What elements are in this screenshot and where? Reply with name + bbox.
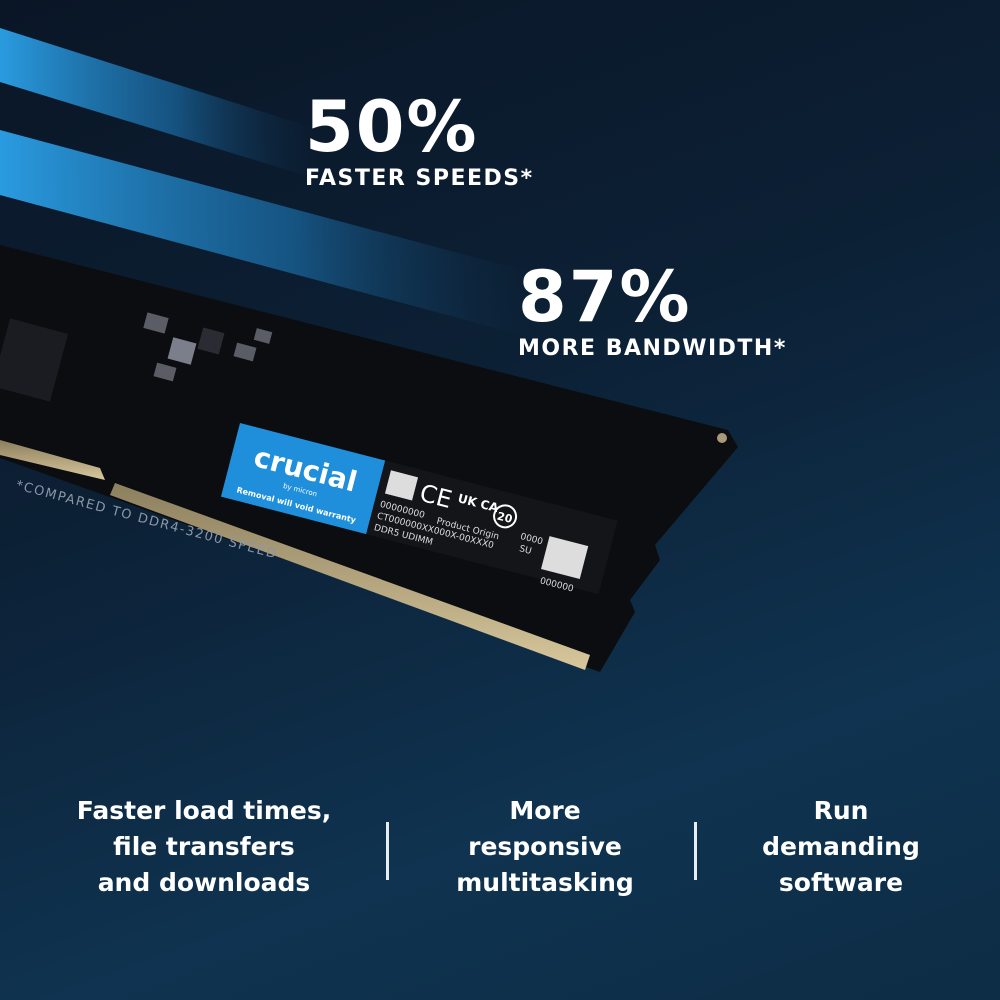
- feature-line: demanding: [762, 832, 920, 861]
- feature-line: Run: [813, 796, 869, 825]
- feature-demanding-software: Run demanding software: [711, 793, 971, 901]
- stat-bandwidth: 87% MORE BANDWIDTH*: [518, 262, 787, 360]
- qr-code-large: [541, 536, 589, 580]
- stat-speed-value: 50%: [305, 86, 479, 168]
- svg-text:SU: SU: [518, 544, 532, 557]
- feature-line: Faster load times,: [76, 796, 332, 825]
- svg-text:20: 20: [496, 510, 514, 527]
- feature-line: file transfers: [113, 832, 295, 861]
- gold-contacts-left: [0, 440, 105, 480]
- qr-code-small: [384, 470, 419, 501]
- stat-bandwidth-value: 87%: [518, 256, 692, 338]
- speed-stripe-2: [0, 130, 540, 340]
- gold-contacts-right: [110, 483, 590, 670]
- ram-module: crucial by micron Removal will void warr…: [0, 245, 738, 672]
- speed-stripe-1: [0, 28, 320, 180]
- feature-line: and downloads: [97, 868, 311, 897]
- feature-multitasking: More responsive multitasking: [405, 793, 685, 901]
- stat-speed: 50% FASTER SPEEDS*: [305, 92, 534, 190]
- feature-line: multitasking: [456, 868, 634, 897]
- feature-line: More: [509, 796, 581, 825]
- stat-speed-label: FASTER SPEEDS*: [305, 166, 534, 191]
- divider: [386, 822, 389, 880]
- feature-load-times: Faster load times, file transfers and do…: [54, 793, 354, 901]
- feature-line: software: [778, 868, 904, 897]
- stat-bandwidth-label: MORE BANDWIDTH*: [518, 336, 787, 361]
- crucial-label: [220, 423, 386, 535]
- feature-line: responsive: [468, 832, 622, 861]
- divider: [694, 822, 697, 880]
